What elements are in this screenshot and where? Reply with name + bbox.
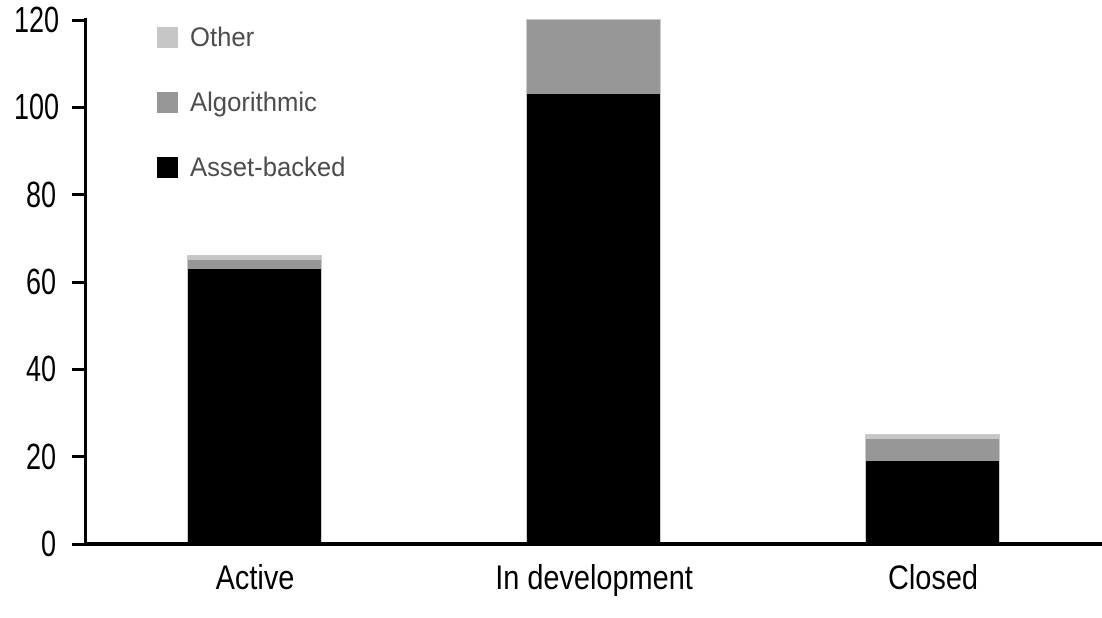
y-axis-tick-mark	[72, 193, 85, 197]
x-axis-category-label: Closed	[887, 559, 978, 597]
legend-swatch-icon	[157, 91, 178, 113]
x-axis-category-label: In development	[494, 559, 693, 597]
y-axis-tick-mark	[72, 455, 85, 459]
y-axis-tick-label: 20	[25, 435, 56, 477]
legend-swatch-icon	[157, 26, 178, 48]
y-axis-tick-label: 120	[14, 0, 60, 40]
y-axis-tick-label: 100	[14, 86, 60, 128]
bar-segment-other	[866, 434, 999, 440]
x-axis-category-label: Active	[215, 559, 294, 597]
x-axis-category-labels: Active In development Closed	[85, 558, 1102, 608]
y-axis-tick-mark	[72, 105, 85, 109]
bar-segment-algorithmic	[866, 439, 999, 462]
y-axis-tick-mark	[72, 542, 85, 546]
y-axis-tick-label: 0	[40, 523, 56, 564]
bar-segment-algorithmic	[188, 260, 321, 269]
bar-segment-asset-backed	[866, 461, 999, 544]
legend-label: Other	[190, 21, 255, 52]
legend-item-other: Other	[157, 21, 354, 52]
chart-legend: Other Algorithmic Asset-backed	[157, 21, 354, 221]
y-axis-tick-labels: 0 20 40 60 80 100 120	[0, 2, 60, 562]
bar-active	[188, 255, 321, 544]
bar-segment-other	[188, 255, 321, 261]
bar-segment-asset-backed	[527, 94, 660, 544]
bar-segment-asset-backed	[188, 268, 321, 544]
y-axis-line	[84, 18, 87, 546]
legend-item-asset-backed: Asset-backed	[157, 151, 354, 182]
y-axis-tick-mark	[72, 18, 85, 22]
y-axis-tick-mark	[72, 367, 85, 371]
plot-area	[72, 18, 1102, 546]
bar-segment-algorithmic	[527, 20, 660, 95]
y-axis-tick-label: 40	[25, 348, 56, 390]
y-axis-tick-mark	[72, 280, 85, 284]
bar-closed	[866, 434, 999, 544]
legend-swatch-icon	[157, 156, 178, 178]
legend-item-algorithmic: Algorithmic	[157, 86, 354, 117]
x-axis-line	[84, 542, 1102, 546]
y-axis-tick-label: 80	[25, 173, 56, 215]
legend-label: Algorithmic	[190, 86, 317, 117]
bar-in-development	[527, 20, 660, 544]
legend-label: Asset-backed	[190, 151, 346, 182]
y-axis-tick-label: 60	[25, 261, 56, 302]
